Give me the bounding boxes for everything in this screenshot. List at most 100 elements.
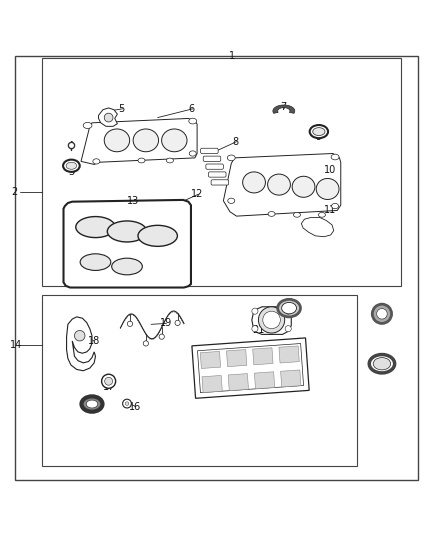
Polygon shape — [206, 164, 223, 169]
Text: 8: 8 — [232, 136, 238, 147]
Ellipse shape — [282, 302, 297, 314]
FancyBboxPatch shape — [42, 295, 357, 466]
Circle shape — [74, 330, 85, 341]
Text: 17: 17 — [103, 382, 115, 392]
Ellipse shape — [243, 172, 265, 193]
Circle shape — [377, 309, 387, 319]
Ellipse shape — [189, 151, 196, 156]
Text: 6: 6 — [188, 104, 194, 114]
Ellipse shape — [107, 221, 147, 242]
Circle shape — [258, 307, 285, 333]
Ellipse shape — [268, 174, 290, 195]
Text: 18: 18 — [88, 336, 100, 346]
Polygon shape — [279, 346, 299, 363]
Polygon shape — [203, 156, 221, 161]
Polygon shape — [223, 154, 341, 216]
Ellipse shape — [332, 204, 339, 209]
Ellipse shape — [292, 176, 315, 197]
FancyBboxPatch shape — [15, 56, 418, 480]
Circle shape — [285, 326, 291, 332]
Circle shape — [102, 374, 116, 388]
Polygon shape — [67, 317, 95, 371]
Polygon shape — [252, 307, 291, 334]
Polygon shape — [192, 338, 309, 398]
Polygon shape — [226, 350, 247, 367]
Ellipse shape — [138, 158, 145, 163]
Ellipse shape — [189, 118, 197, 124]
Circle shape — [252, 308, 258, 314]
Polygon shape — [301, 217, 334, 237]
Text: 5: 5 — [118, 104, 124, 114]
Ellipse shape — [80, 254, 111, 270]
Ellipse shape — [373, 358, 391, 370]
Ellipse shape — [227, 155, 235, 161]
Polygon shape — [208, 172, 226, 177]
Text: 7: 7 — [280, 102, 286, 111]
Circle shape — [105, 377, 113, 385]
Ellipse shape — [166, 158, 173, 163]
Polygon shape — [198, 344, 304, 393]
Polygon shape — [201, 148, 218, 154]
Ellipse shape — [316, 179, 339, 199]
Polygon shape — [228, 374, 248, 391]
Text: 22: 22 — [272, 308, 284, 318]
Circle shape — [285, 308, 291, 314]
Ellipse shape — [318, 213, 325, 217]
Ellipse shape — [331, 154, 339, 160]
Ellipse shape — [104, 129, 130, 152]
Circle shape — [127, 321, 133, 326]
Circle shape — [123, 399, 131, 408]
Polygon shape — [64, 200, 191, 287]
Text: 3: 3 — [68, 167, 74, 177]
Text: 1: 1 — [229, 51, 235, 61]
Circle shape — [263, 311, 280, 329]
Ellipse shape — [63, 159, 80, 172]
Ellipse shape — [278, 300, 300, 317]
Ellipse shape — [138, 225, 177, 246]
Circle shape — [143, 341, 148, 346]
Ellipse shape — [81, 397, 102, 411]
Text: 21: 21 — [252, 325, 264, 335]
Polygon shape — [254, 372, 275, 389]
Ellipse shape — [313, 128, 325, 135]
Ellipse shape — [268, 212, 275, 216]
Text: 13: 13 — [127, 196, 139, 206]
Ellipse shape — [162, 129, 187, 152]
Circle shape — [175, 320, 180, 326]
Text: 16: 16 — [129, 402, 141, 411]
Circle shape — [252, 326, 258, 332]
Text: 19: 19 — [160, 318, 172, 328]
Ellipse shape — [86, 400, 98, 408]
Ellipse shape — [93, 159, 100, 164]
Text: 23: 23 — [374, 308, 387, 318]
Ellipse shape — [228, 198, 235, 204]
Polygon shape — [273, 105, 295, 114]
Circle shape — [372, 304, 392, 324]
Circle shape — [159, 334, 164, 340]
Text: 4: 4 — [68, 141, 74, 151]
Ellipse shape — [293, 213, 300, 217]
Text: 10: 10 — [324, 165, 336, 175]
Circle shape — [125, 402, 129, 405]
Polygon shape — [202, 375, 223, 392]
Ellipse shape — [112, 258, 142, 275]
Ellipse shape — [83, 123, 92, 128]
Text: 9: 9 — [315, 132, 321, 142]
Polygon shape — [211, 180, 229, 185]
Ellipse shape — [66, 162, 77, 169]
Ellipse shape — [369, 354, 395, 373]
Text: 11: 11 — [324, 205, 336, 215]
Text: 20: 20 — [199, 351, 212, 361]
Text: 24: 24 — [374, 356, 387, 366]
Ellipse shape — [133, 129, 159, 152]
Text: 12: 12 — [191, 189, 203, 199]
Text: 15: 15 — [85, 402, 98, 411]
Polygon shape — [281, 370, 301, 387]
FancyBboxPatch shape — [42, 59, 401, 286]
Circle shape — [104, 113, 113, 122]
Text: 14: 14 — [10, 341, 22, 350]
Text: 2: 2 — [11, 187, 17, 197]
Polygon shape — [200, 351, 221, 368]
Ellipse shape — [76, 216, 115, 238]
Polygon shape — [81, 118, 197, 165]
